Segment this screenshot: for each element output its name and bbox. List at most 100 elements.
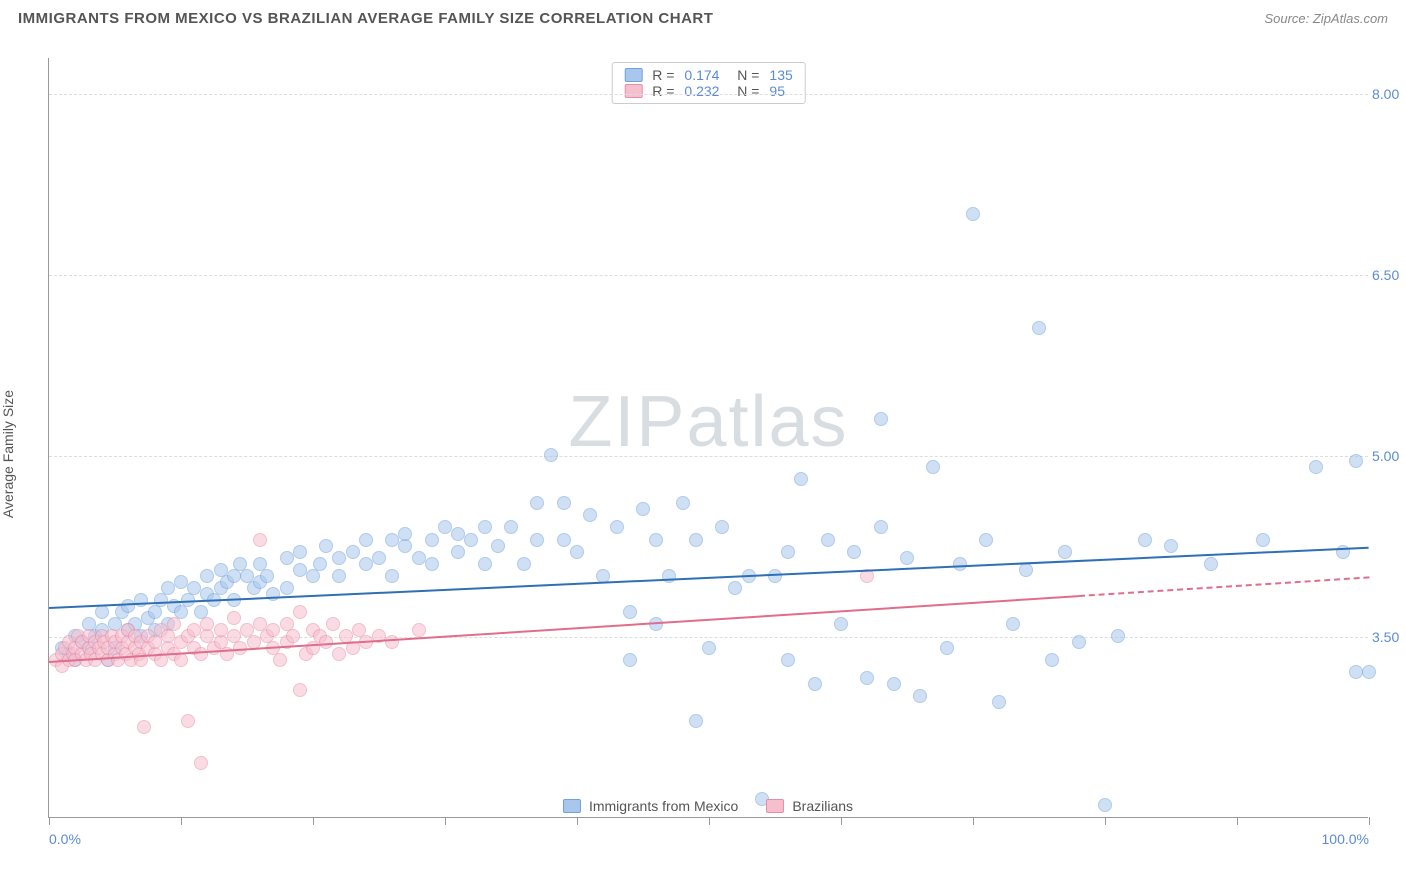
scatter-point-brazilians — [214, 623, 228, 637]
scatter-point-brazilians — [326, 617, 340, 631]
scatter-point-mexico — [161, 581, 175, 595]
scatter-point-mexico — [398, 539, 412, 553]
x-tick — [445, 817, 446, 825]
scatter-point-brazilians — [200, 617, 214, 631]
scatter-point-mexico — [570, 545, 584, 559]
y-tick-label: 3.50 — [1372, 629, 1406, 645]
scatter-point-brazilians — [293, 683, 307, 697]
scatter-point-mexico — [1138, 533, 1152, 547]
scatter-point-mexico — [95, 605, 109, 619]
scatter-point-mexico — [398, 527, 412, 541]
x-tick-label: 0.0% — [49, 831, 81, 847]
scatter-point-brazilians — [286, 629, 300, 643]
scatter-point-mexico — [313, 557, 327, 571]
scatter-point-brazilians — [385, 635, 399, 649]
scatter-point-mexico — [148, 605, 162, 619]
scatter-point-mexico — [346, 545, 360, 559]
scatter-point-brazilians — [253, 533, 267, 547]
scatter-point-brazilians — [332, 647, 346, 661]
scatter-point-mexico — [860, 671, 874, 685]
legend-swatch — [624, 68, 642, 82]
scatter-point-mexico — [557, 533, 571, 547]
scatter-point-mexico — [1045, 653, 1059, 667]
scatter-point-mexico — [1032, 321, 1046, 335]
x-tick-label: 100.0% — [1322, 831, 1369, 847]
x-tick — [577, 817, 578, 825]
scatter-point-mexico — [636, 502, 650, 516]
legend-row: R =0.232 N =95 — [624, 83, 793, 99]
x-tick — [973, 817, 974, 825]
scatter-point-mexico — [992, 695, 1006, 709]
scatter-point-mexico — [1006, 617, 1020, 631]
scatter-point-mexico — [926, 460, 940, 474]
scatter-point-mexico — [821, 533, 835, 547]
scatter-point-mexico — [953, 557, 967, 571]
x-tick — [1369, 817, 1370, 825]
legend-swatch — [624, 84, 642, 98]
scatter-point-mexico — [451, 545, 465, 559]
legend-n-value: 95 — [769, 83, 785, 99]
x-tick — [181, 817, 182, 825]
x-tick — [1105, 817, 1106, 825]
scatter-point-mexico — [1098, 798, 1112, 812]
scatter-point-brazilians — [174, 653, 188, 667]
y-tick-label: 5.00 — [1372, 448, 1406, 464]
scatter-point-brazilians — [161, 629, 175, 643]
scatter-point-mexico — [187, 581, 201, 595]
scatter-point-mexico — [372, 551, 386, 565]
scatter-point-mexico — [332, 569, 346, 583]
legend-r-value: 0.174 — [684, 67, 719, 83]
legend-n-value: 135 — [769, 67, 792, 83]
scatter-point-brazilians — [273, 653, 287, 667]
legend-n-label: N = — [729, 67, 759, 83]
scatter-point-mexico — [1349, 665, 1363, 679]
scatter-point-mexico — [174, 575, 188, 589]
legend-item: Brazilians — [766, 798, 853, 814]
scatter-point-mexico — [623, 605, 637, 619]
chart-title: IMMIGRANTS FROM MEXICO VS BRAZILIAN AVER… — [18, 10, 713, 27]
scatter-point-mexico — [438, 520, 452, 534]
scatter-point-mexico — [306, 569, 320, 583]
scatter-point-mexico — [517, 557, 531, 571]
gridline — [49, 94, 1368, 95]
scatter-point-mexico — [491, 539, 505, 553]
scatter-point-mexico — [623, 653, 637, 667]
scatter-point-mexico — [260, 569, 274, 583]
scatter-point-mexico — [1058, 545, 1072, 559]
x-tick — [313, 817, 314, 825]
scatter-point-mexico — [649, 533, 663, 547]
source-attribution: Source: ZipAtlas.com — [1264, 11, 1388, 26]
legend-label: Brazilians — [792, 798, 853, 814]
x-tick — [1237, 817, 1238, 825]
legend-swatch — [766, 799, 784, 813]
scatter-point-brazilians — [181, 714, 195, 728]
scatter-point-brazilians — [266, 623, 280, 637]
scatter-point-mexico — [874, 520, 888, 534]
scatter-point-brazilians — [194, 647, 208, 661]
scatter-point-mexico — [412, 551, 426, 565]
scatter-point-mexico — [1072, 635, 1086, 649]
scatter-point-mexico — [478, 557, 492, 571]
scatter-point-brazilians — [137, 720, 151, 734]
legend-r-label: R = — [652, 83, 674, 99]
scatter-point-mexico — [227, 569, 241, 583]
scatter-point-mexico — [464, 533, 478, 547]
scatter-point-mexico — [781, 653, 795, 667]
scatter-point-brazilians — [293, 605, 307, 619]
scatter-point-mexico — [359, 533, 373, 547]
correlation-legend: R = 0.174 N = 135R =0.232 N =95 — [611, 62, 806, 104]
legend-item: Immigrants from Mexico — [563, 798, 738, 814]
scatter-point-mexico — [530, 496, 544, 510]
scatter-point-mexico — [900, 551, 914, 565]
scatter-point-mexico — [121, 599, 135, 613]
scatter-point-brazilians — [167, 617, 181, 631]
scatter-point-mexico — [676, 496, 690, 510]
scatter-point-mexico — [610, 520, 624, 534]
scatter-point-mexico — [887, 677, 901, 691]
scatter-point-mexico — [781, 545, 795, 559]
scatter-point-mexico — [359, 557, 373, 571]
scatter-point-mexico — [1204, 557, 1218, 571]
trend-line — [1079, 577, 1370, 598]
scatter-point-mexico — [385, 569, 399, 583]
y-tick-label: 6.50 — [1372, 267, 1406, 283]
